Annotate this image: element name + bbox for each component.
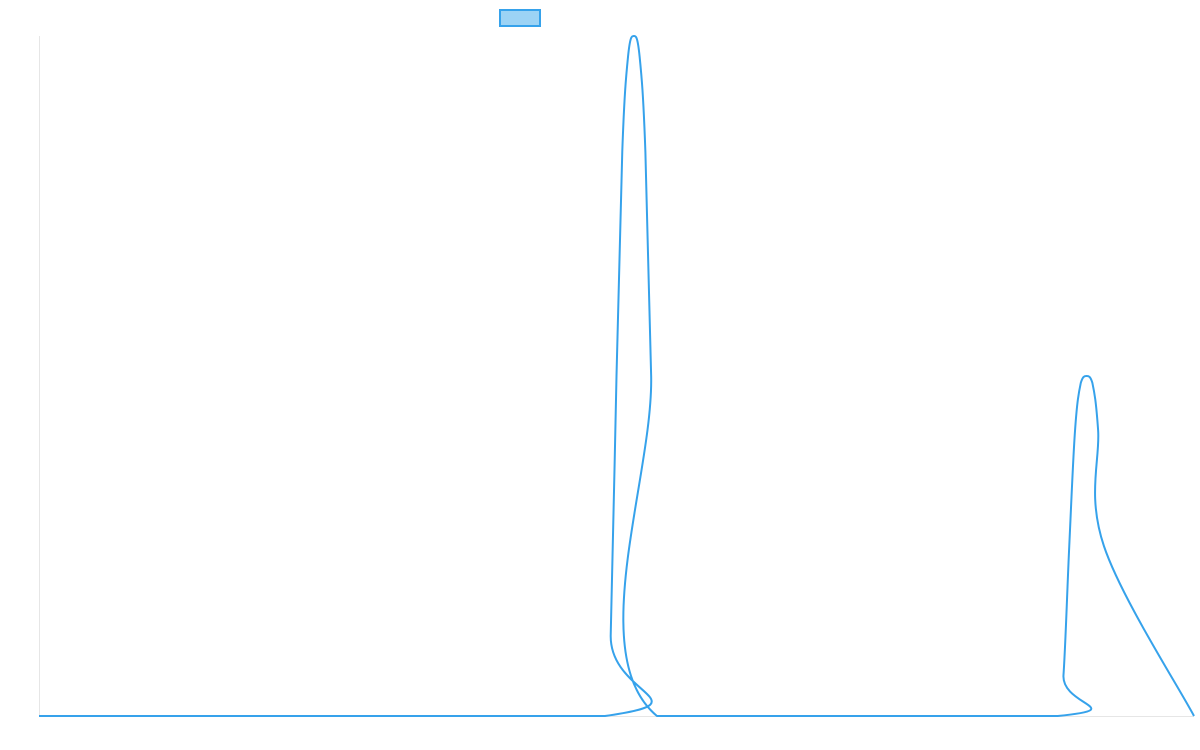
data-point[interactable] [614, 373, 620, 379]
series-line-0 [39, 35, 1195, 718]
data-point[interactable] [1060, 672, 1066, 678]
data-point[interactable] [1095, 427, 1101, 433]
series-layer [36, 33, 1197, 719]
data-point[interactable] [631, 33, 637, 39]
legend-swatch[interactable] [499, 9, 541, 27]
legend [499, 9, 541, 27]
data-point[interactable] [1066, 543, 1072, 549]
data-point[interactable] [1084, 373, 1090, 379]
data-point[interactable] [1078, 380, 1084, 386]
data-point[interactable] [1072, 427, 1078, 433]
data-point[interactable] [625, 53, 631, 59]
data-point[interactable] [642, 149, 648, 155]
data-point[interactable] [637, 53, 643, 59]
data-point[interactable] [1191, 713, 1197, 719]
data-point[interactable] [619, 149, 625, 155]
data-point[interactable] [602, 713, 608, 719]
data-point[interactable] [1101, 543, 1107, 549]
data-point[interactable] [648, 373, 654, 379]
data-point[interactable] [654, 713, 660, 719]
data-point[interactable] [1089, 380, 1095, 386]
data-point[interactable] [36, 713, 42, 719]
data-point[interactable] [1055, 713, 1061, 719]
data-point[interactable] [608, 631, 614, 637]
